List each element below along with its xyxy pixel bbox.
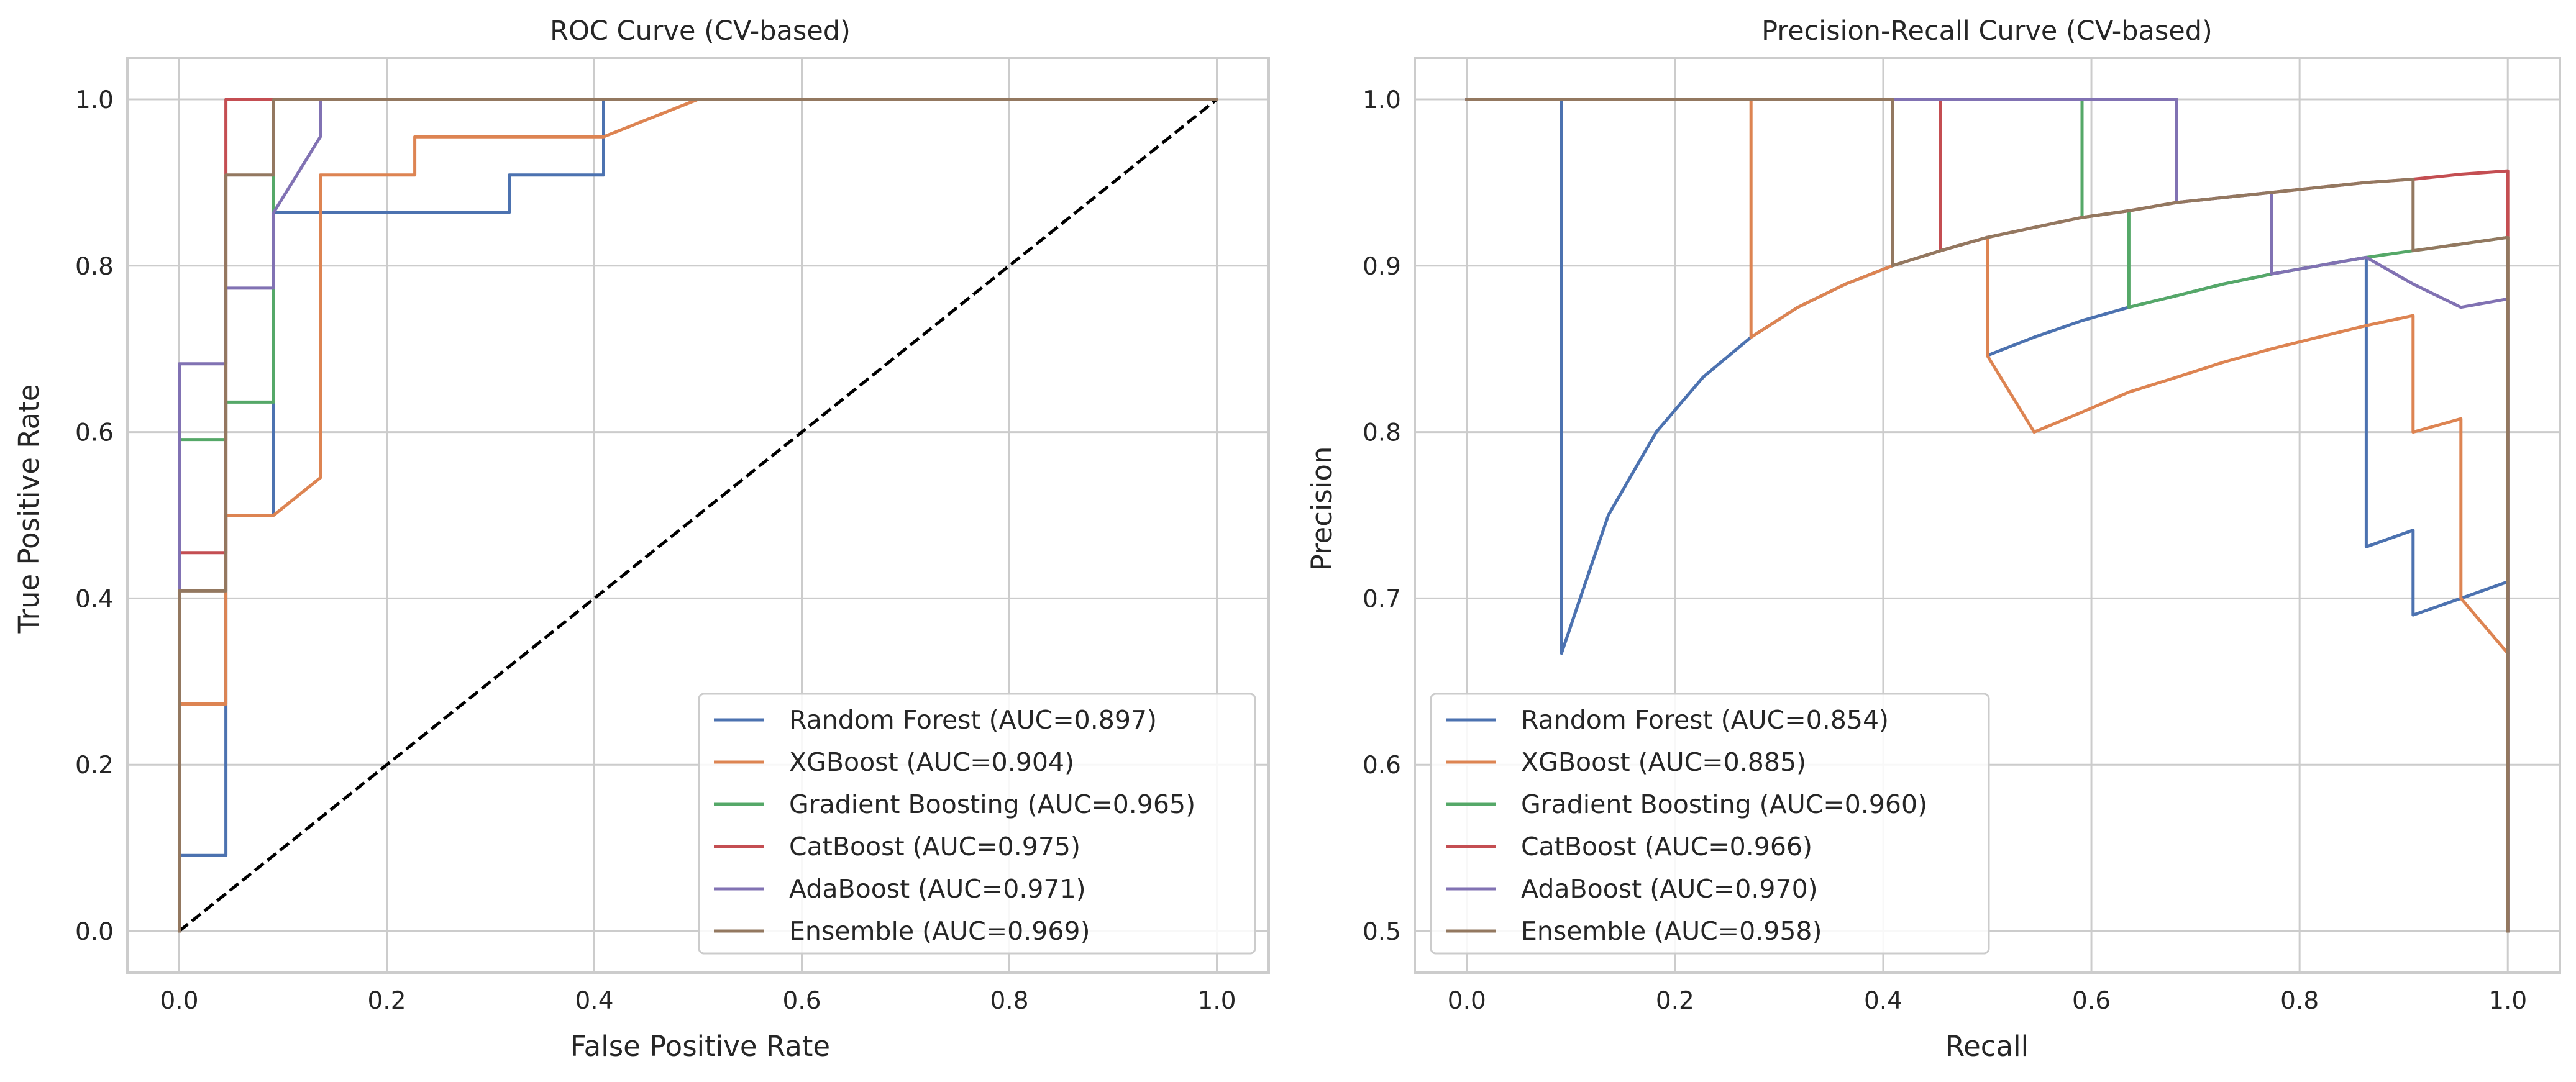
roc-x-tick-label: 0.2 — [367, 987, 406, 1015]
pr-y-tick-label: 0.6 — [1363, 752, 1401, 780]
pr-series-line-adaboost — [1465, 98, 2510, 933]
pr-legend-label-random-forest: Random Forest (AUC=0.854) — [1521, 705, 1889, 735]
roc-legend-label-catboost: CatBoost (AUC=0.975) — [789, 832, 1080, 862]
roc-series-line-xgboost — [178, 98, 1218, 933]
roc-legend-box — [698, 693, 1256, 955]
pr-legend-box — [1430, 693, 1990, 955]
pr-chart-panel: Precision-Recall Curve (CV-based) Recall… — [1305, 16, 2561, 1063]
roc-reference-line-group — [178, 98, 1218, 932]
pr-y-ticks: 0.5 0.6 0.7 0.8 0.9 1.0 — [1363, 86, 1401, 946]
roc-series-line-adaboost — [178, 98, 1218, 933]
pr-x-tick-label: 0.8 — [2280, 987, 2319, 1015]
roc-x-tick-label: 0.4 — [575, 987, 613, 1015]
pr-y-tick-label: 0.9 — [1363, 253, 1401, 281]
roc-legend: Random Forest (AUC=0.897) XGBoost (AUC=0.… — [698, 693, 1256, 955]
roc-series-group — [178, 98, 1218, 933]
pr-series-line-ensemble — [1465, 98, 2510, 933]
pr-x-axis-label: Recall — [1945, 1030, 2029, 1063]
roc-y-ticks: 0.0 0.2 0.4 0.6 0.8 1.0 — [75, 86, 114, 946]
roc-legend-label-gradient-boosting: Gradient Boosting (AUC=0.965) — [789, 789, 1195, 819]
pr-x-ticks: 0.0 0.2 0.4 0.6 0.8 1.0 — [1448, 987, 2527, 1015]
pr-x-tick-label: 0.6 — [2072, 987, 2111, 1015]
pr-x-tick-label: 0.0 — [1448, 987, 1486, 1015]
roc-legend-label-adaboost: AdaBoost (AUC=0.971) — [789, 874, 1086, 904]
roc-legend-label-xgboost: XGBoost (AUC=0.904) — [789, 747, 1074, 777]
pr-series-line-random-forest — [1465, 98, 2510, 933]
roc-chart-panel: ROC Curve (CV-based) False Positive Rate… — [12, 16, 1270, 1063]
roc-x-tick-label: 1.0 — [1197, 987, 1236, 1015]
pr-x-tick-label: 0.4 — [1864, 987, 1902, 1015]
roc-plot-frame — [126, 57, 1270, 974]
roc-x-tick-label: 0.6 — [782, 987, 821, 1015]
pr-y-tick-label: 0.5 — [1363, 918, 1401, 946]
pr-legend-label-xgboost: XGBoost (AUC=0.885) — [1521, 747, 1806, 777]
roc-x-tick-label: 0.8 — [990, 987, 1028, 1015]
pr-chart-title: Precision-Recall Curve (CV-based) — [1761, 16, 2213, 47]
roc-legend-label-random-forest: Random Forest (AUC=0.897) — [789, 705, 1157, 735]
roc-y-tick-label: 0.8 — [75, 253, 114, 281]
roc-y-tick-label: 0.4 — [75, 585, 114, 613]
pr-legend-label-adaboost: AdaBoost (AUC=0.970) — [1521, 874, 1818, 904]
roc-series-line-ensemble — [178, 98, 1218, 933]
pr-series-line-xgboost — [1465, 98, 2510, 656]
roc-y-tick-label: 0.0 — [75, 918, 114, 946]
roc-chart-title: ROC Curve (CV-based) — [550, 16, 851, 47]
pr-y-axis-label: Precision — [1305, 447, 1338, 571]
pr-legend-label-gradient-boosting: Gradient Boosting (AUC=0.960) — [1521, 789, 1927, 819]
roc-legend-label-ensemble: Ensemble (AUC=0.969) — [789, 916, 1090, 946]
pr-legend-label-ensemble: Ensemble (AUC=0.958) — [1521, 916, 1822, 946]
pr-y-tick-label: 1.0 — [1363, 86, 1401, 114]
pr-y-tick-label: 0.8 — [1363, 419, 1401, 447]
roc-x-axis-label: False Positive Rate — [570, 1030, 830, 1063]
pr-y-tick-label: 0.7 — [1363, 585, 1401, 613]
roc-y-axis-label: True Positive Rate — [12, 384, 45, 634]
pr-series-group — [1465, 98, 2510, 933]
roc-x-ticks: 0.0 0.2 0.4 0.6 0.8 1.0 — [160, 987, 1236, 1015]
pr-legend-label-catboost: CatBoost (AUC=0.966) — [1521, 832, 1812, 862]
roc-y-tick-label: 0.6 — [75, 419, 114, 447]
pr-x-tick-label: 1.0 — [2488, 987, 2527, 1015]
pr-x-tick-label: 0.2 — [1656, 987, 1694, 1015]
pr-legend: Random Forest (AUC=0.854) XGBoost (AUC=0.… — [1430, 693, 1990, 955]
roc-y-tick-label: 0.2 — [75, 752, 114, 780]
roc-chance-diagonal-line — [178, 98, 1218, 932]
pr-plot-frame — [1414, 57, 2561, 974]
roc-y-tick-label: 1.0 — [75, 86, 114, 114]
roc-x-tick-label: 0.0 — [160, 987, 198, 1015]
